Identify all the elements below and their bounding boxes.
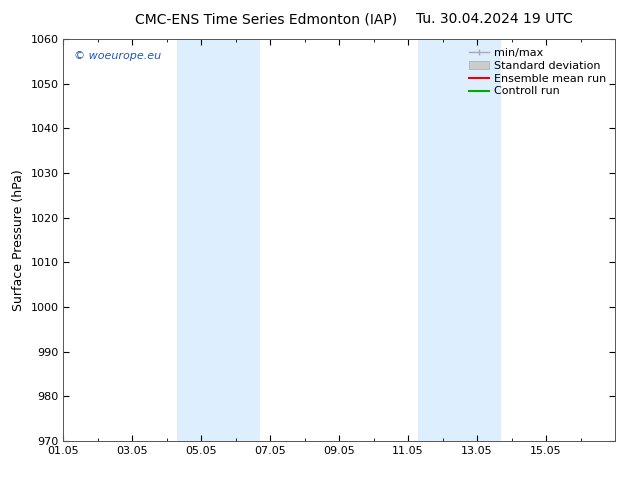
Bar bbox=[418, 39, 501, 441]
Bar bbox=[177, 39, 260, 441]
Text: © woeurope.eu: © woeurope.eu bbox=[74, 51, 162, 61]
Y-axis label: Surface Pressure (hPa): Surface Pressure (hPa) bbox=[12, 169, 25, 311]
Legend: min/max, Standard deviation, Ensemble mean run, Controll run: min/max, Standard deviation, Ensemble me… bbox=[466, 45, 609, 100]
Text: CMC-ENS Time Series Edmonton (IAP): CMC-ENS Time Series Edmonton (IAP) bbox=[135, 12, 398, 26]
Text: Tu. 30.04.2024 19 UTC: Tu. 30.04.2024 19 UTC bbox=[416, 12, 573, 26]
